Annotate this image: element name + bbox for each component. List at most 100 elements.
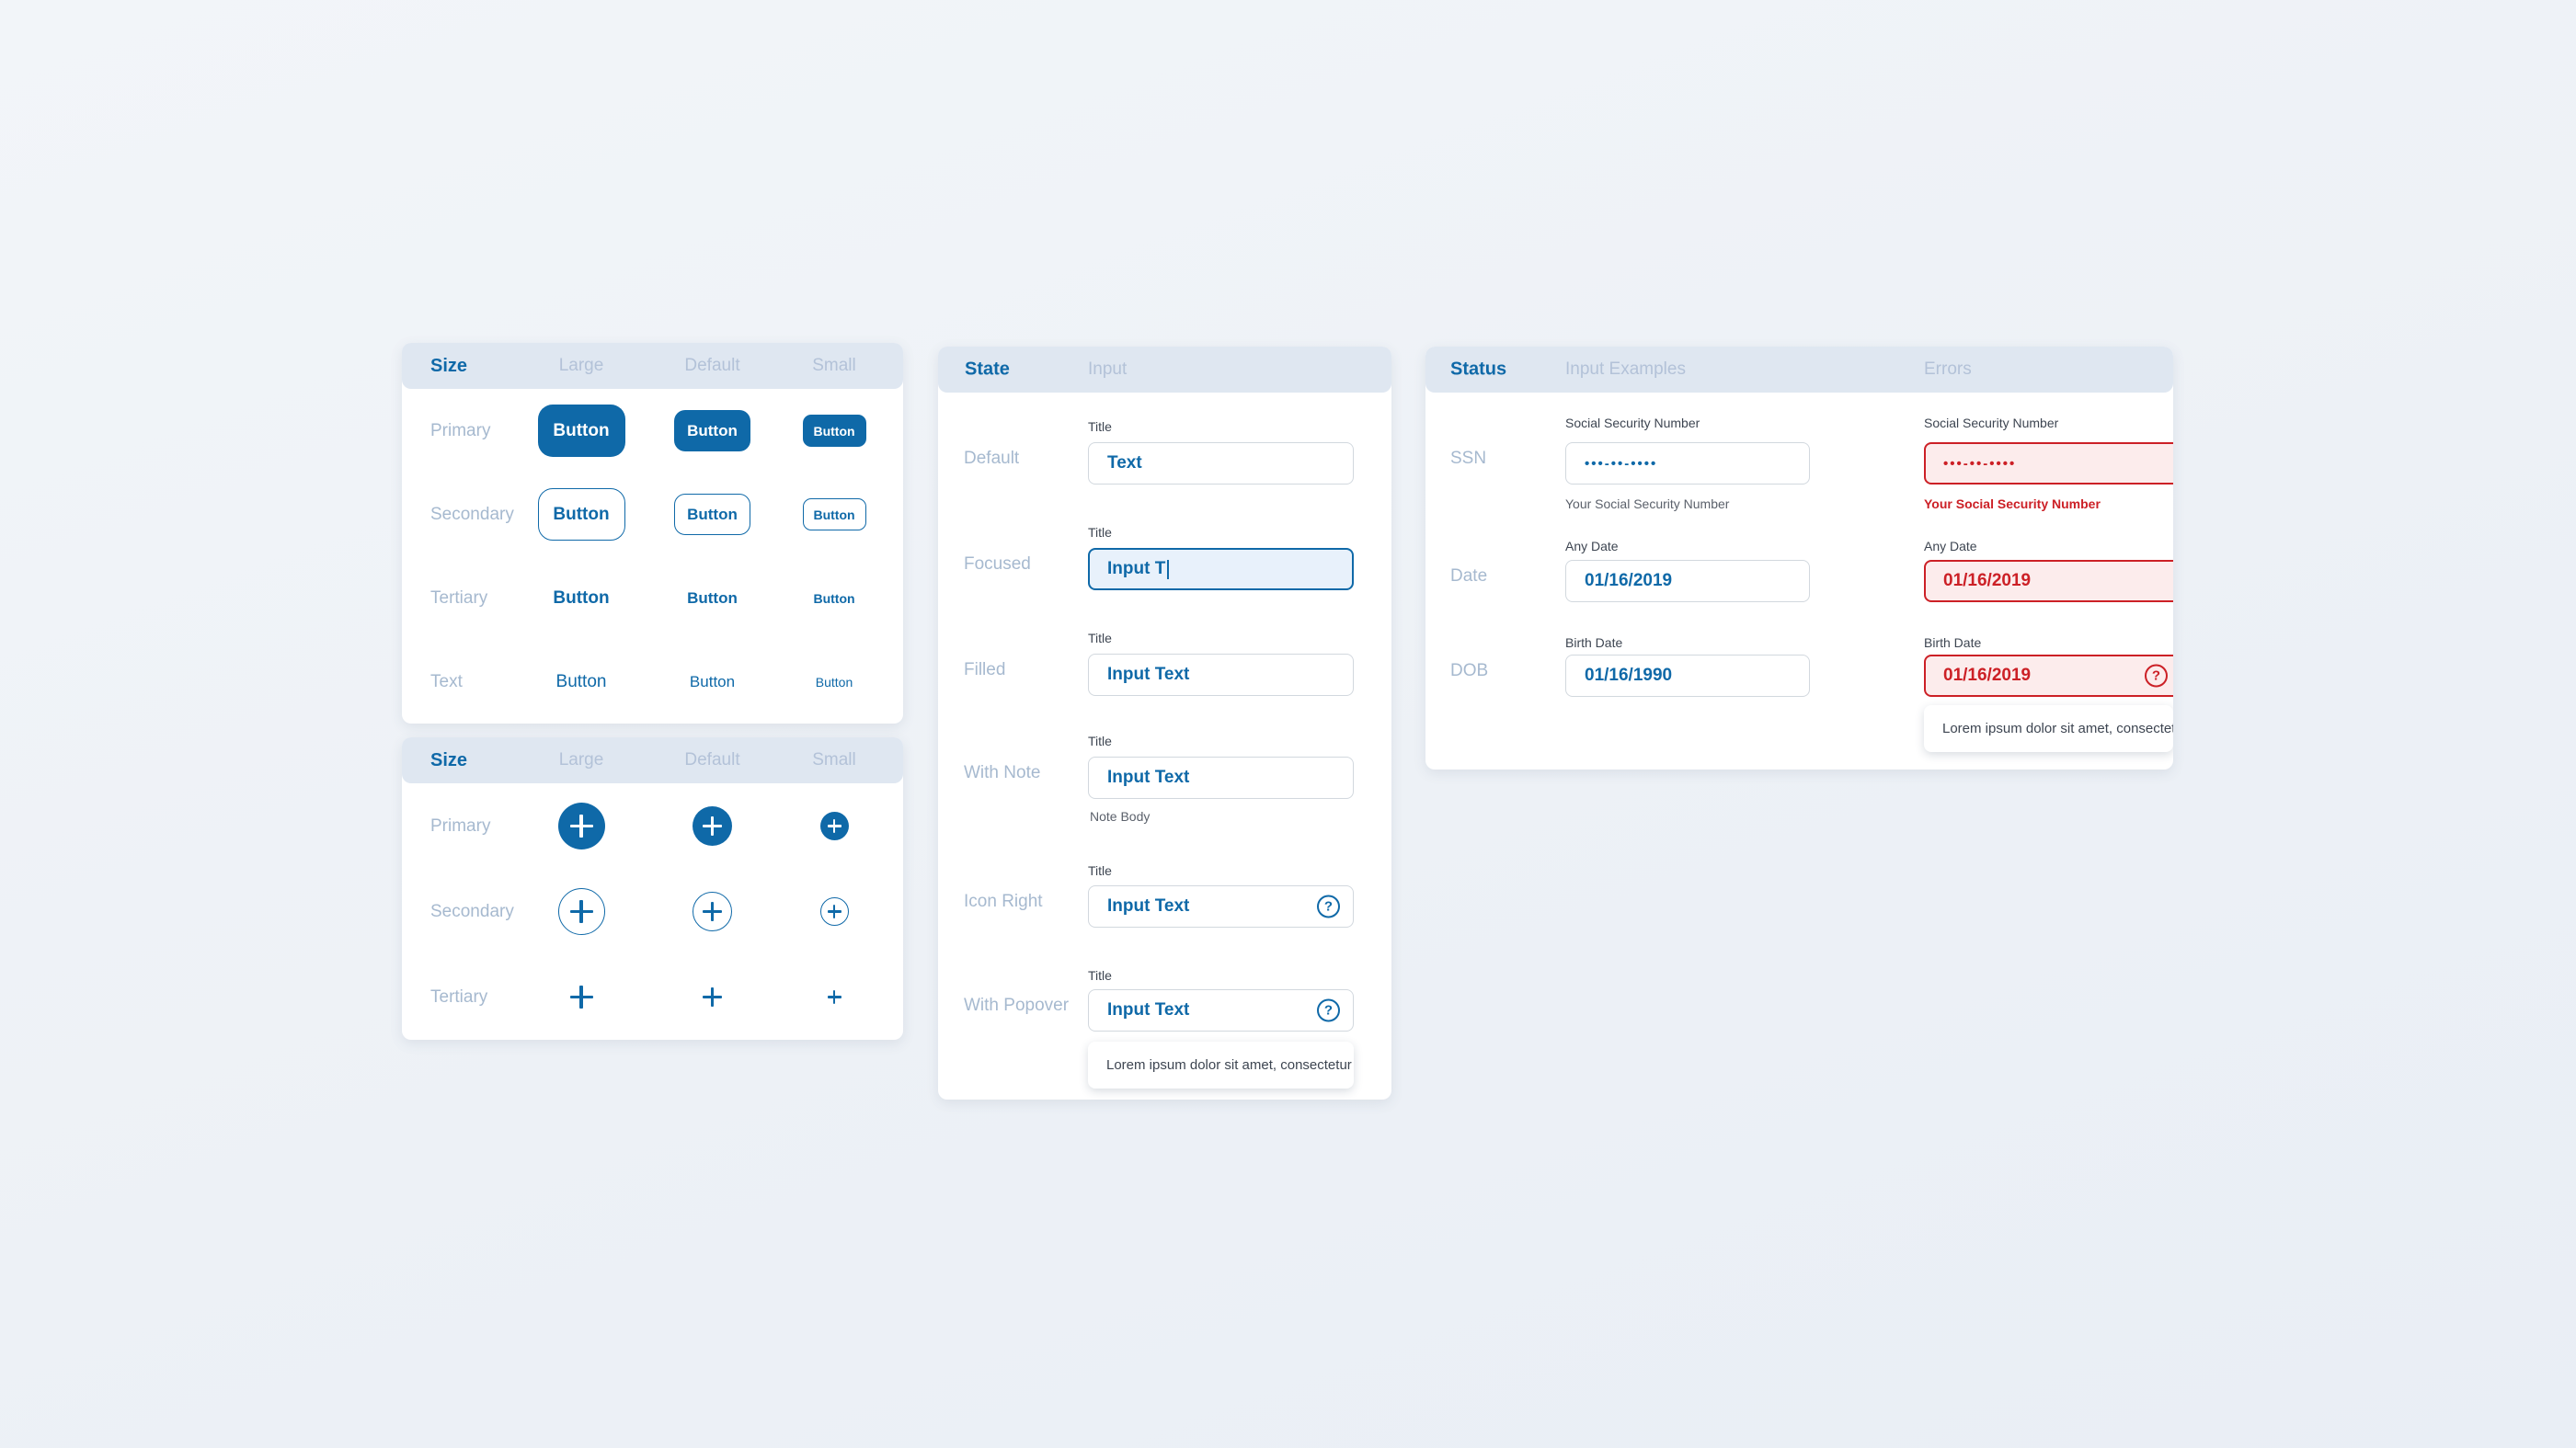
icon-button-row-tertiary: Tertiary	[402, 954, 903, 1040]
button-row-tertiary: Tertiary Button Button Button	[402, 556, 903, 640]
dob-input-error[interactable]: 01/16/2019 ?	[1924, 655, 2173, 697]
state-label-filled: Filled	[964, 660, 1006, 679]
row-label-tertiary: Tertiary	[430, 986, 488, 1007]
text-input-default[interactable]: Text	[1088, 442, 1354, 485]
popover-text: Lorem ipsum dolor sit amet, consectetur	[1942, 721, 2173, 736]
secondary-add-button-default[interactable]	[693, 892, 732, 931]
secondary-add-button-small[interactable]	[819, 897, 849, 926]
row-label-date: Date	[1450, 566, 1488, 586]
icon-button-sizes-header: Size Large Default Small	[402, 737, 903, 783]
text-input-with-note[interactable]: Input Text	[1088, 757, 1354, 799]
ssn-input[interactable]: •••-••-••••	[1565, 442, 1810, 485]
primary-add-button-default[interactable]	[693, 806, 732, 846]
input-value: Input T	[1107, 559, 1166, 578]
tertiary-button-small[interactable]: Button	[813, 590, 855, 606]
column-header-errors: Errors	[1924, 359, 1972, 379]
ssn-input-error[interactable]: •••-••-••••	[1924, 442, 2173, 485]
tertiary-add-button-default[interactable]	[693, 977, 732, 1017]
field-title: Title	[1088, 525, 1112, 540]
input-value: •••-••-••••	[1943, 455, 2017, 472]
plus-icon	[703, 816, 722, 836]
column-header-small: Small	[812, 750, 856, 770]
column-header-large: Large	[558, 356, 604, 375]
help-icon[interactable]: ?	[1317, 998, 1340, 1022]
tertiary-add-button-large[interactable]	[558, 974, 605, 1020]
field-label-dob-error: Birth Date	[1924, 635, 1982, 650]
button-row-text: Text Button Button Button	[402, 640, 903, 724]
plus-icon	[703, 902, 722, 921]
text-button-small[interactable]: Button	[815, 674, 853, 690]
ssn-error-note: Your Social Security Number	[1924, 496, 2101, 511]
tertiary-button-default[interactable]: Button	[687, 588, 738, 607]
state-label-default: Default	[964, 449, 1020, 468]
panel-title: Status	[1450, 359, 1507, 380]
date-input-error[interactable]: 01/16/2019	[1924, 560, 2173, 602]
text-input-filled[interactable]: Input Text	[1088, 654, 1354, 696]
state-label-with-note: With Note	[964, 763, 1041, 782]
plus-icon	[703, 987, 722, 1007]
input-value: 01/16/2019	[1943, 571, 2032, 590]
primary-button-default[interactable]: Button	[674, 410, 750, 451]
input-value: Input Text	[1107, 665, 1190, 684]
text-input-icon-right[interactable]: Input Text ?	[1088, 885, 1354, 928]
row-label-secondary: Secondary	[430, 901, 514, 921]
plus-icon	[827, 905, 841, 918]
state-label-with-popover: With Popover	[964, 996, 1070, 1015]
row-label-primary: Primary	[430, 815, 491, 836]
secondary-button-default[interactable]: Button	[674, 494, 750, 535]
primary-button-small[interactable]: Button	[802, 415, 866, 447]
input-value: 01/16/2019	[1585, 571, 1673, 590]
field-label-date: Any Date	[1565, 539, 1619, 553]
input-status-header: Status Input Examples Errors	[1425, 347, 2173, 393]
input-value: 01/16/2019	[1943, 666, 2032, 685]
secondary-button-large[interactable]: Button	[537, 488, 625, 541]
panel-title: State	[965, 359, 1010, 380]
input-value: Input Text	[1107, 1000, 1190, 1020]
row-label-tertiary: Tertiary	[430, 587, 488, 608]
button-sizes-header: Size Large Default Small	[402, 343, 903, 389]
date-input[interactable]: 01/16/2019	[1565, 560, 1810, 602]
secondary-button-small[interactable]: Button	[802, 498, 866, 530]
primary-add-button-small[interactable]	[819, 812, 849, 840]
input-states-panel: State Input Default Title Text Focused T…	[938, 347, 1391, 1100]
input-value: Input Text	[1107, 896, 1190, 916]
field-title: Title	[1088, 734, 1112, 748]
text-input-focused[interactable]: Input T	[1088, 548, 1354, 590]
ssn-input-note: Your Social Security Number	[1565, 496, 1730, 511]
primary-button-large[interactable]: Button	[537, 405, 625, 457]
icon-button-row-primary: Primary	[402, 783, 903, 869]
primary-add-button-large[interactable]	[557, 803, 605, 849]
state-label-focused: Focused	[964, 554, 1031, 574]
input-states-header: State Input	[938, 347, 1391, 393]
dob-input[interactable]: 01/16/1990	[1565, 655, 1810, 697]
help-icon[interactable]: ?	[2145, 664, 2168, 688]
text-cursor	[1167, 559, 1170, 579]
field-label-date-error: Any Date	[1924, 539, 1977, 553]
column-header-default: Default	[684, 750, 740, 770]
row-label-ssn: SSN	[1450, 449, 1487, 468]
column-header-small: Small	[812, 356, 856, 375]
column-header-input-examples: Input Examples	[1565, 359, 1686, 379]
input-note: Note Body	[1090, 809, 1151, 824]
button-sizes-panel: Size Large Default Small Primary Button …	[402, 343, 903, 724]
column-header-input: Input	[1088, 359, 1128, 379]
tertiary-button-large[interactable]: Button	[553, 587, 610, 608]
text-input-with-popover[interactable]: Input Text ?	[1088, 989, 1354, 1032]
field-title: Title	[1088, 419, 1112, 434]
text-button-large[interactable]: Button	[555, 671, 607, 691]
tertiary-add-button-small[interactable]	[820, 983, 849, 1011]
field-label-ssn-error: Social Security Number	[1924, 416, 2059, 430]
column-header-default: Default	[684, 356, 740, 375]
help-icon[interactable]: ?	[1317, 895, 1340, 918]
row-label-secondary: Secondary	[430, 504, 514, 524]
button-row-secondary: Secondary Button Button Button	[402, 473, 903, 556]
text-button-default[interactable]: Button	[689, 672, 736, 690]
field-label-dob: Birth Date	[1565, 635, 1623, 650]
icon-button-row-secondary: Secondary	[402, 869, 903, 954]
plus-icon	[827, 990, 841, 1004]
secondary-add-button-large[interactable]	[557, 888, 605, 935]
input-value: Text	[1107, 453, 1142, 473]
field-title: Title	[1088, 631, 1112, 645]
row-label-text: Text	[430, 671, 463, 691]
